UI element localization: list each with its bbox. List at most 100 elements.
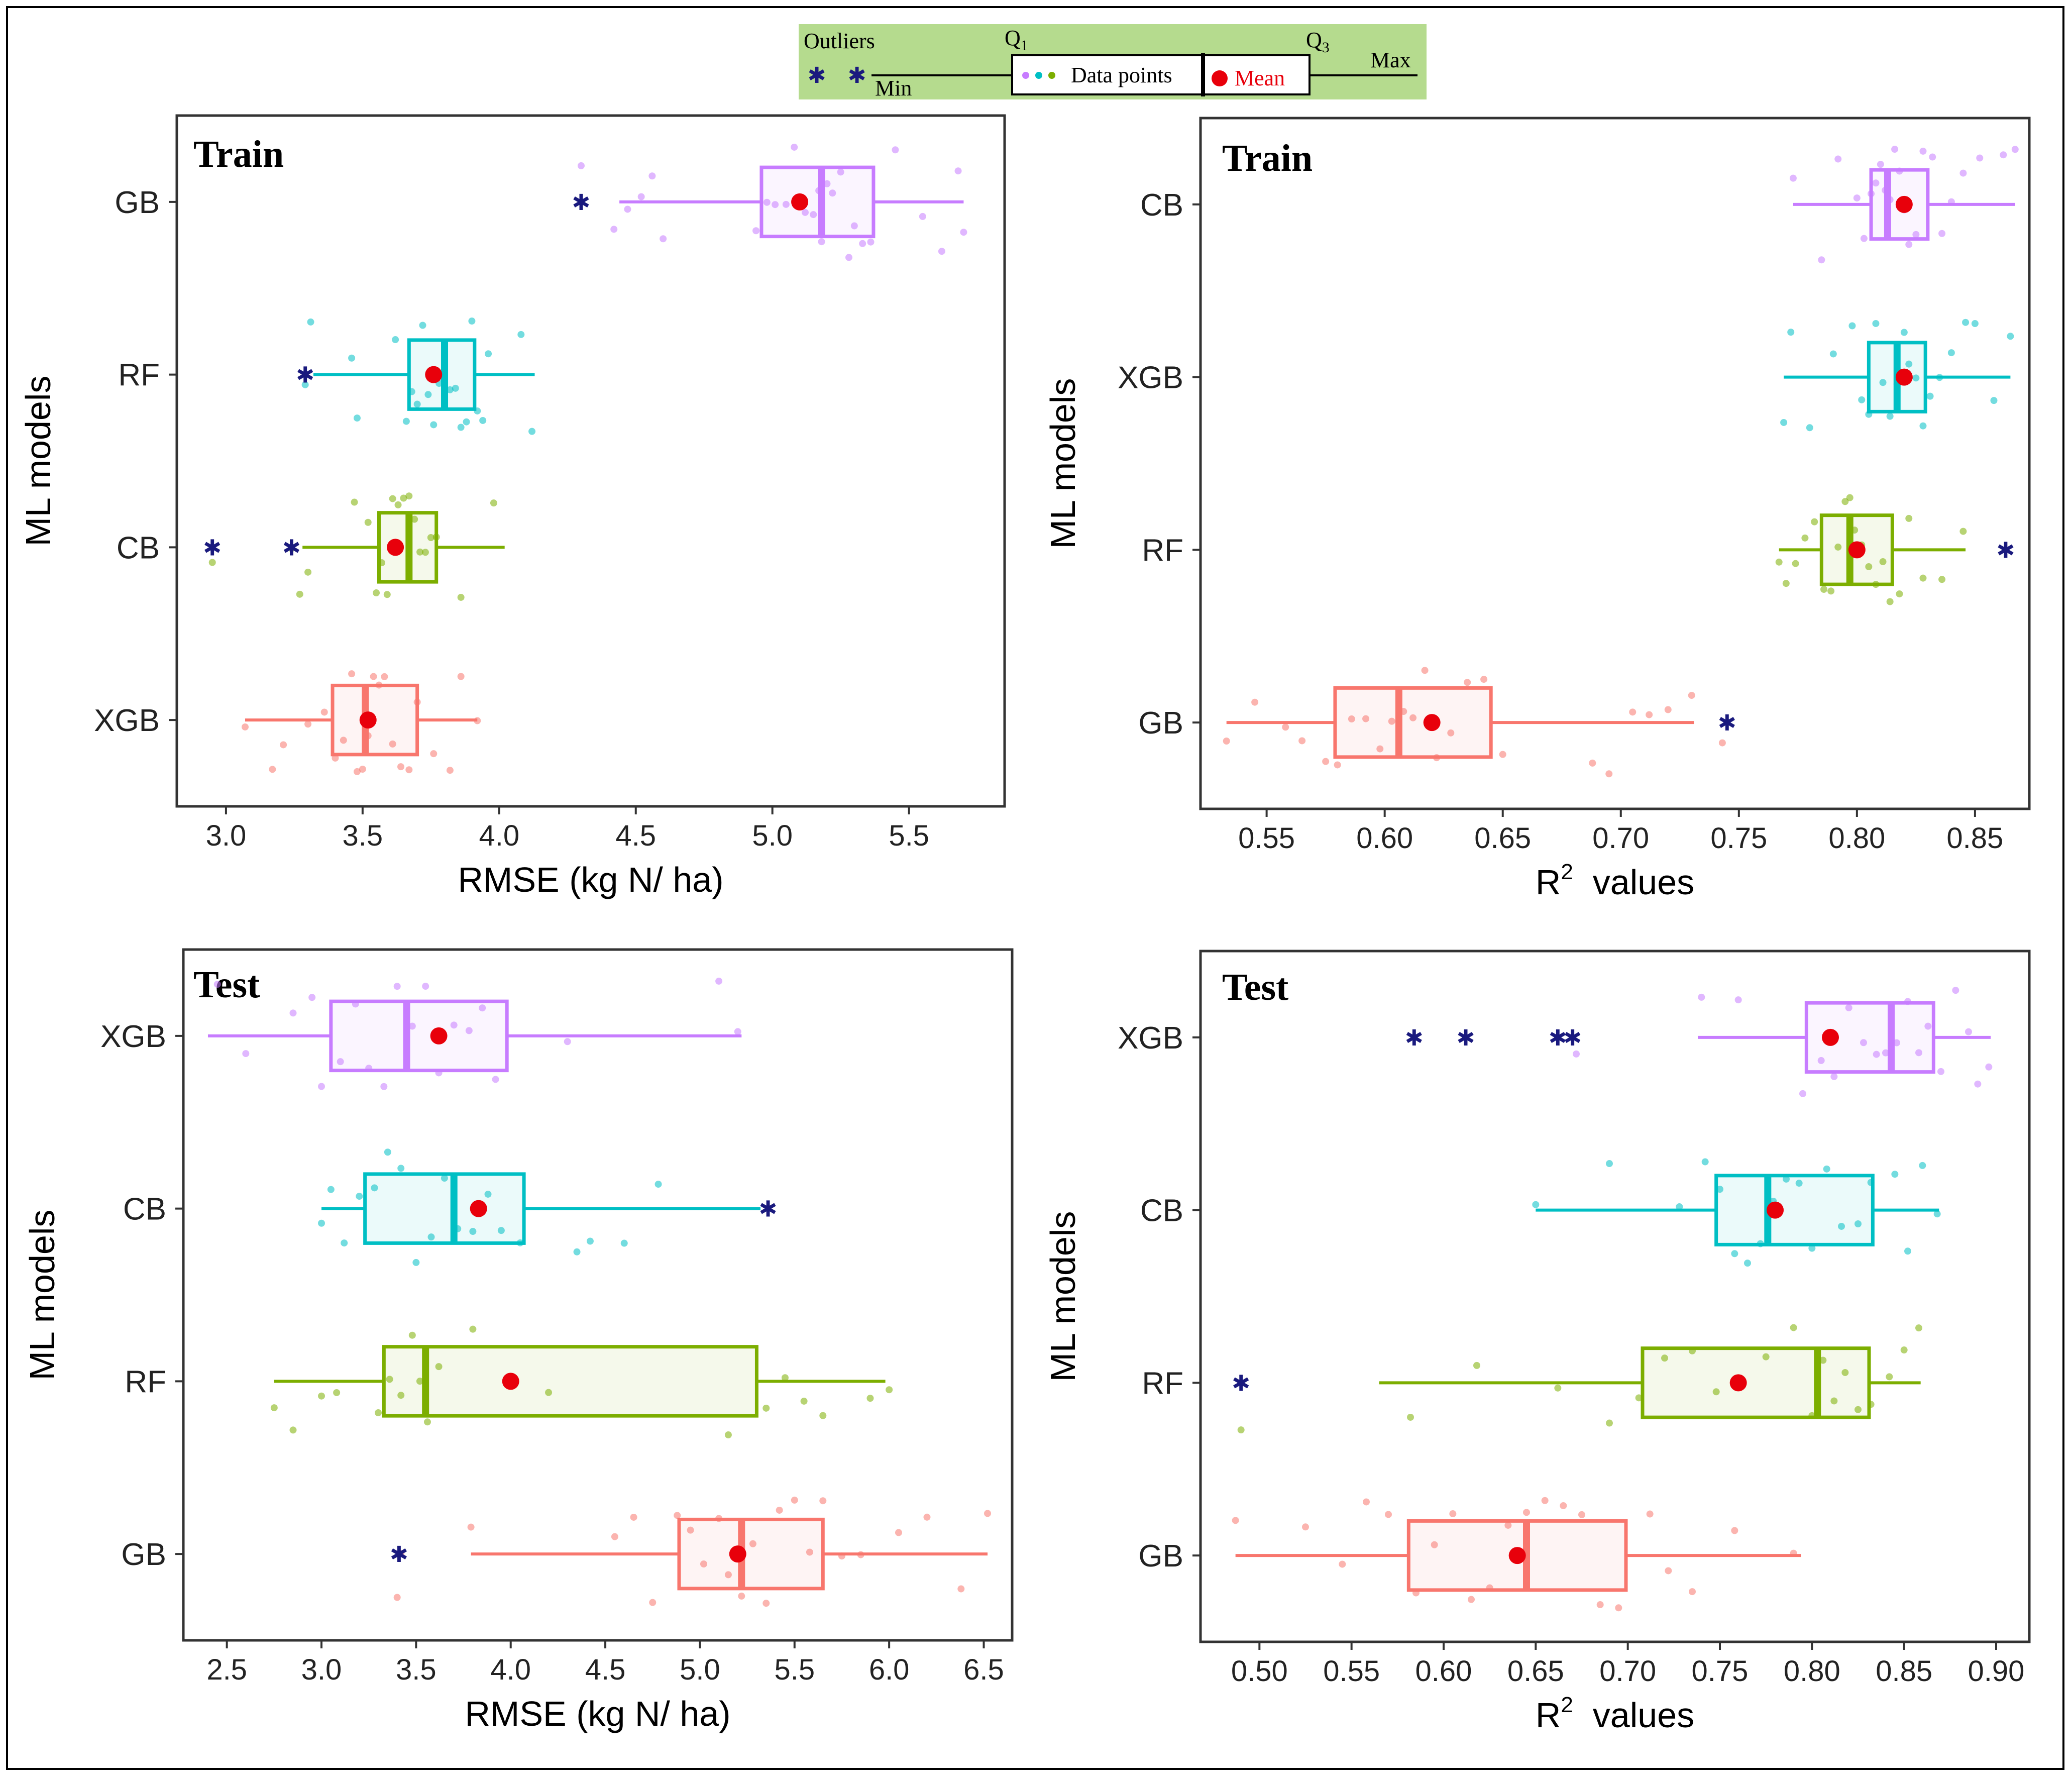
data-point: [1541, 1497, 1549, 1504]
data-point: [469, 1325, 477, 1333]
data-point: [1855, 1406, 1862, 1413]
data-point: [892, 146, 899, 154]
data-point: [450, 1021, 458, 1029]
data-point: [1873, 1051, 1880, 1058]
data-point: [1817, 1057, 1825, 1064]
iqr-box: [329, 999, 509, 1073]
data-point: [327, 1186, 335, 1193]
data-point: [528, 428, 536, 435]
y-axis-label: ML models: [23, 1210, 62, 1381]
data-point: [1348, 715, 1355, 723]
data-point: [1775, 558, 1783, 566]
panel-frame: [1199, 117, 2031, 810]
data-point: [610, 226, 618, 233]
data-point: [1718, 739, 1726, 747]
data-point: [1985, 1063, 1993, 1071]
data-point: [383, 591, 391, 598]
mean-marker: [791, 193, 809, 211]
data-point: [1731, 1250, 1738, 1258]
data-point: [1882, 1049, 1889, 1057]
data-point: [389, 740, 396, 748]
data-point: [400, 494, 407, 502]
legend-data-points-label: Data points: [1071, 63, 1172, 87]
category-label: XGB: [1118, 1021, 1183, 1056]
x-axis-label: R2 values: [1536, 1693, 1694, 1735]
data-point: [1838, 1222, 1845, 1230]
data-point: [1820, 585, 1828, 593]
data-point: [620, 1239, 628, 1247]
data-point: [866, 1395, 874, 1402]
data-point: [1915, 1324, 1922, 1332]
legend-box-q1: [1011, 54, 1204, 95]
x-tick-label: 0.85: [1946, 822, 2003, 855]
y-axis-label: ML models: [19, 376, 58, 547]
data-point: [1841, 1369, 1849, 1376]
data-point: [497, 1227, 505, 1234]
data-point: [484, 1190, 492, 1198]
x-tick-label: 4.0: [490, 1653, 531, 1686]
data-point: [1223, 738, 1230, 745]
x-tick-label: 0.75: [1692, 1655, 1749, 1688]
data-point: [762, 1404, 770, 1412]
data-point: [850, 222, 858, 230]
data-point: [1877, 161, 1884, 168]
data-point: [1787, 329, 1795, 336]
data-point: [818, 238, 825, 246]
x-tick-label: 4.0: [479, 819, 519, 852]
data-point: [492, 1076, 499, 1083]
category-label: XGB: [94, 703, 160, 738]
data-point: [1823, 1165, 1830, 1173]
data-point: [762, 1600, 770, 1607]
panel-train-r2: Train 0.55 0.60 0.65 0.70 0.75 0.80 0.85 R2 valu…: [1043, 117, 2031, 902]
data-point: [1589, 759, 1596, 767]
data-point: [1339, 1560, 1346, 1568]
data-point: [1712, 1388, 1720, 1396]
data-point: [1886, 1373, 1893, 1381]
outlier-marker: ✱: [1549, 1026, 1567, 1051]
data-point: [1919, 1162, 1926, 1169]
data-point: [1731, 1527, 1738, 1534]
data-point: [960, 229, 967, 236]
mean-marker: [1895, 368, 1913, 386]
data-point: [1905, 241, 1913, 248]
data-point: [545, 1389, 553, 1396]
data-point: [359, 765, 366, 773]
data-point: [1689, 1588, 1696, 1596]
panel-test-rmse: Test 2.5 3.0 3.5 4.0 4.5 5.0 5.5 6.0 6.5 RMSE (kg …: [23, 948, 1014, 1733]
data-point: [1853, 194, 1861, 202]
x-tick-label: 5.5: [889, 819, 929, 852]
data-point: [353, 768, 361, 775]
data-point: [1376, 745, 1384, 753]
data-point: [2007, 333, 2014, 340]
data-point: [1965, 1028, 1972, 1035]
x-tick-label: 0.75: [1710, 822, 1767, 855]
data-point: [416, 1378, 423, 1385]
mean-marker: [1822, 1028, 1839, 1046]
category-label: RF: [125, 1365, 166, 1399]
data-point: [895, 1529, 902, 1536]
data-point: [611, 1533, 618, 1540]
data-point: [1799, 1090, 1806, 1097]
data-point: [1858, 396, 1866, 403]
data-point: [1734, 996, 1742, 1004]
mean-marker: [1895, 195, 1913, 213]
data-point: [655, 1181, 662, 1188]
x-tick-label: 0.65: [1474, 822, 1531, 855]
data-point: [280, 741, 287, 749]
data-point: [1504, 1521, 1512, 1529]
data-point: [1407, 1413, 1414, 1421]
data-point: [289, 1426, 297, 1434]
data-point: [1947, 349, 1955, 357]
data-point: [408, 1331, 416, 1339]
iqr-box: [1714, 1174, 1875, 1246]
data-point: [1952, 987, 1959, 994]
data-point: [1664, 706, 1672, 713]
data-point: [586, 1237, 594, 1245]
data-point: [1615, 1604, 1622, 1612]
data-point: [923, 1513, 931, 1521]
mean-marker: [387, 539, 404, 556]
data-point: [1879, 379, 1887, 386]
x-tick-label: 6.0: [869, 1653, 910, 1686]
outlier-marker: ✱: [572, 190, 591, 215]
data-point: [479, 1004, 486, 1012]
